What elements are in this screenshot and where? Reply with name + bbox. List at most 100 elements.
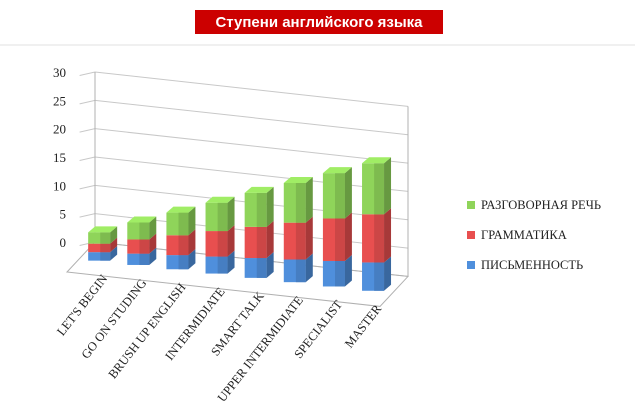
bar-top [166,206,196,213]
legend: РАЗГОВОРНАЯ РЕЧЬ ГРАММАТИКА ПИСЬМЕННОСТЬ [467,198,601,272]
bar-segment-shade [295,183,306,223]
bar-top [127,216,157,223]
bar-top [322,167,352,174]
side-gridline [79,128,96,133]
bar-segment-side [305,216,313,260]
bar-segment [127,253,150,265]
bar-segment-side [227,250,235,274]
bar-segment-side [110,226,118,244]
bar-stack [244,186,274,278]
chart-title: Ступени английского языка [215,14,423,31]
bar-segment-side [344,212,352,261]
bar-segment-shade [139,239,150,254]
legend-swatch [467,231,475,239]
bar-stack [127,216,157,265]
bar-stack [205,196,235,274]
y-tick-label: 10 [53,178,66,193]
category-label: UPPER INTERMIDIATE [215,293,306,405]
bar-segment-shade [217,231,228,257]
bar-stack [362,157,392,291]
side-gridline [79,71,96,76]
bar-stack [88,226,118,261]
bar-segment-side [149,247,157,265]
bar-top [205,196,235,203]
bar-segment-shade [256,226,267,259]
bar-segment-side [305,177,313,223]
bar-segment [88,232,111,244]
gridline [94,71,409,107]
bar-segment-side [305,253,313,283]
bar-segment-shade [295,259,306,283]
bar-segment-shade [335,218,345,261]
bar-segment-side [344,254,352,287]
bar-segment-side [110,246,118,261]
bar-segment-shade [374,214,385,263]
bar-segment-shade [178,212,189,236]
category-label: MASTER [342,301,385,350]
bar-segment-shade [139,253,150,265]
bar-segment-side [384,256,392,291]
bar-segment-side [266,186,274,227]
bar-segment-shade [178,255,189,270]
bar-top [244,186,274,193]
y-tick-label: 20 [53,122,66,137]
bar-segment-shade [217,256,228,274]
y-tick-label: 5 [60,207,67,222]
bar-segment [88,252,111,261]
bar-stack [283,177,313,283]
bar-segment [88,243,111,253]
y-tick-label: 15 [53,150,66,165]
bar-segment-shade [217,202,228,232]
bar-segment-shade [335,260,345,287]
floor [65,241,410,307]
bar-segment-side [266,220,274,259]
bar-segment-shade [100,232,111,244]
bar-segment-shade [256,192,267,227]
bar-segment-side [384,208,392,263]
bar-segment-side [149,216,157,240]
bar-stack [166,206,196,270]
title-background [195,10,443,34]
bar-segment-shade [256,258,267,278]
bar-segment-shade [100,252,111,261]
gridline [94,156,409,192]
bar-segment-shade [374,262,385,291]
bar-segment-side [266,252,274,278]
bar-segment-side [344,167,352,219]
bar-segment-shade [335,173,345,219]
bar-segment-side [188,229,196,256]
side-gridline [79,184,96,190]
bar-segment-shade [374,163,385,215]
gridline [94,99,409,136]
bar-segment-side [188,249,196,270]
y-tick-label: 0 [60,235,67,250]
gridline [94,128,409,164]
bar-segment-shade [100,243,111,253]
bar-stack [322,167,352,287]
side-gridline [79,213,96,218]
legend-label: ГРАММАТИКА [481,228,567,242]
bar-segment-shade [295,222,306,260]
bar-segment-side [384,157,392,215]
bar-segment-side [227,196,235,232]
bar-top [88,226,118,233]
y-tick-label: 25 [53,93,66,108]
bar-segment-side [188,206,196,236]
bar-top [362,157,392,164]
bar-segment-side [110,237,118,253]
side-gridline [79,156,96,161]
bar-top [283,177,313,184]
legend-swatch [467,201,475,209]
bar-segment-shade [178,235,189,256]
side-gridline [79,99,96,105]
category-label: BRUSH UP ENGLISH [106,280,189,381]
legend-swatch [467,261,475,269]
legend-label: ПИСЬМЕННОСТЬ [481,258,583,272]
bar-segment-shade [139,222,150,240]
legend-label: РАЗГОВОРНАЯ РЕЧЬ [481,198,601,212]
y-tick-label: 30 [53,65,66,80]
bar-segment-side [227,225,235,257]
bar-segment-side [149,233,157,254]
